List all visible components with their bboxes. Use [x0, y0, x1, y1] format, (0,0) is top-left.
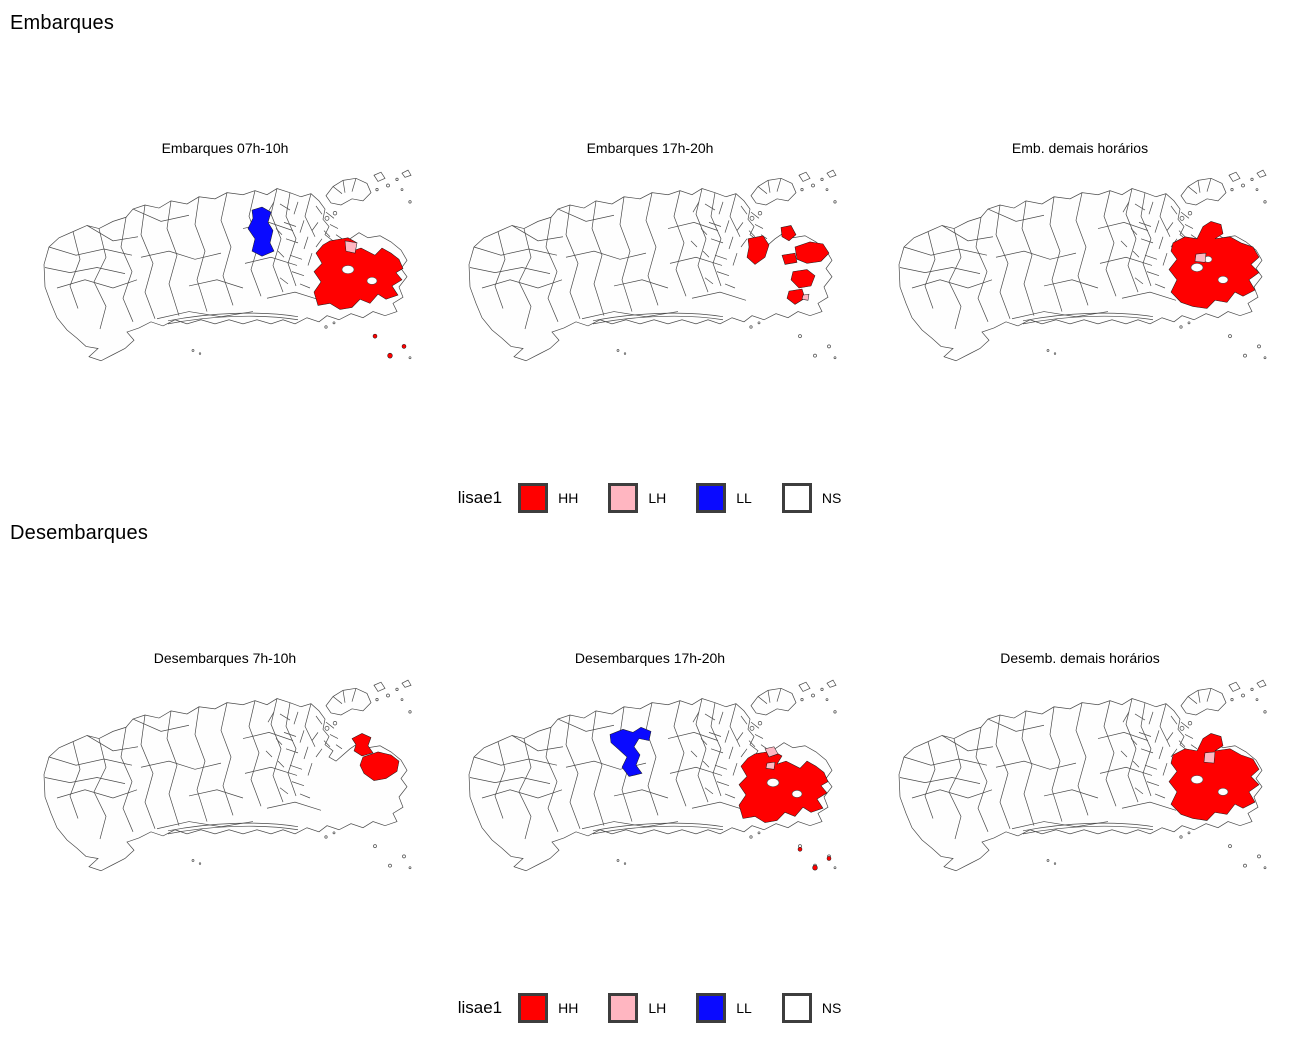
cluster-hh	[826, 856, 832, 861]
map-title: Embarques 17h-20h	[586, 140, 714, 156]
legend-key-label: LL	[736, 490, 752, 506]
rio-basemap	[43, 679, 412, 872]
cluster-ns	[366, 276, 378, 285]
cluster-hh	[401, 344, 407, 349]
choropleth-map-desemb-demais-horarios	[885, 675, 1275, 880]
cluster-lh	[801, 293, 810, 301]
legend-entry-ll: LL	[696, 483, 752, 513]
legend-lisae1: lisae1 HH LH LL NS	[0, 483, 1299, 513]
cluster-ns	[341, 265, 355, 274]
cluster-ll	[247, 206, 275, 257]
legend-entry-lh: LH	[608, 993, 666, 1023]
choropleth-map-embarques-17h-20h	[455, 165, 845, 370]
cluster-ns	[1217, 275, 1229, 284]
cluster-hh	[786, 288, 806, 305]
choropleth-map-embarques-07h-10h	[30, 165, 420, 370]
cluster-ns	[1190, 775, 1204, 784]
cluster-hh	[351, 733, 374, 757]
cluster-ll	[609, 726, 652, 777]
legend-entry-lh: LH	[608, 483, 666, 513]
cluster-hh	[738, 750, 829, 823]
cluster-hh	[746, 235, 770, 265]
choropleth-map-desembarques-7h-10h	[30, 675, 420, 880]
legend-swatch-lh	[608, 993, 639, 1023]
cluster-hh	[359, 751, 400, 781]
choropleth-map-emb-demais-horarios	[885, 165, 1275, 370]
legend-swatch-lh	[608, 483, 639, 513]
cluster-hh	[812, 864, 818, 871]
legend-entry-ns: NS	[781, 993, 842, 1023]
rio-basemap	[468, 169, 837, 362]
legend-swatch-hh	[518, 993, 549, 1023]
cluster-hh	[313, 237, 404, 310]
map-title: Desemb. demais horários	[1000, 650, 1160, 666]
section-heading-desembarques: Desembarques	[10, 522, 149, 544]
legend-key-label: LH	[648, 1000, 667, 1016]
map-title: Emb. demais horários	[1011, 140, 1149, 156]
legend-key-label: NS	[821, 1000, 842, 1016]
legend-swatch-ll	[696, 483, 727, 513]
map-title: Desembarques 7h-10h	[153, 650, 297, 666]
cluster-hh	[781, 252, 798, 265]
cluster-hh	[387, 352, 393, 359]
cluster-hh	[1168, 221, 1260, 309]
legend-key-label: HH	[558, 490, 579, 506]
cluster-ns	[1217, 788, 1229, 796]
legend-title: lisae1	[457, 488, 503, 507]
cluster-hh	[372, 333, 378, 339]
cluster-ns	[791, 790, 803, 798]
choropleth-map-desembarques-17h-20h	[455, 675, 845, 880]
cluster-lh	[1194, 252, 1207, 263]
cluster-lh	[765, 761, 776, 770]
cluster-lh	[344, 240, 358, 254]
legend-entry-ns: NS	[781, 483, 842, 513]
legend-swatch-ns	[781, 993, 812, 1023]
legend-entry-ll: LL	[696, 993, 752, 1023]
legend-key-label: HH	[558, 1000, 579, 1016]
legend-title: lisae1	[457, 998, 503, 1017]
section-heading-embarques: Embarques	[10, 12, 115, 34]
legend-swatch-ns	[781, 483, 812, 513]
legend-swatch-hh	[518, 483, 549, 513]
cluster-hh	[1168, 733, 1260, 821]
cluster-lh	[1203, 751, 1216, 764]
cluster-hh	[790, 269, 816, 289]
legend-key-label: LH	[648, 490, 667, 506]
legend-entry-hh: HH	[518, 993, 578, 1023]
map-title: Embarques 07h-10h	[161, 140, 289, 156]
legend-lisae1: lisae1 HH LH LL NS	[0, 993, 1299, 1023]
legend-key-label: NS	[821, 490, 842, 506]
cluster-hh	[794, 241, 830, 264]
cluster-hh	[797, 846, 803, 852]
cluster-lh	[764, 746, 779, 758]
legend-entry-hh: HH	[518, 483, 578, 513]
legend-swatch-ll	[696, 993, 727, 1023]
cluster-ns	[766, 778, 780, 787]
cluster-hh	[780, 225, 797, 242]
map-title: Desembarques 17h-20h	[574, 650, 726, 666]
cluster-ns	[1190, 263, 1204, 272]
legend-key-label: LL	[736, 1000, 752, 1016]
